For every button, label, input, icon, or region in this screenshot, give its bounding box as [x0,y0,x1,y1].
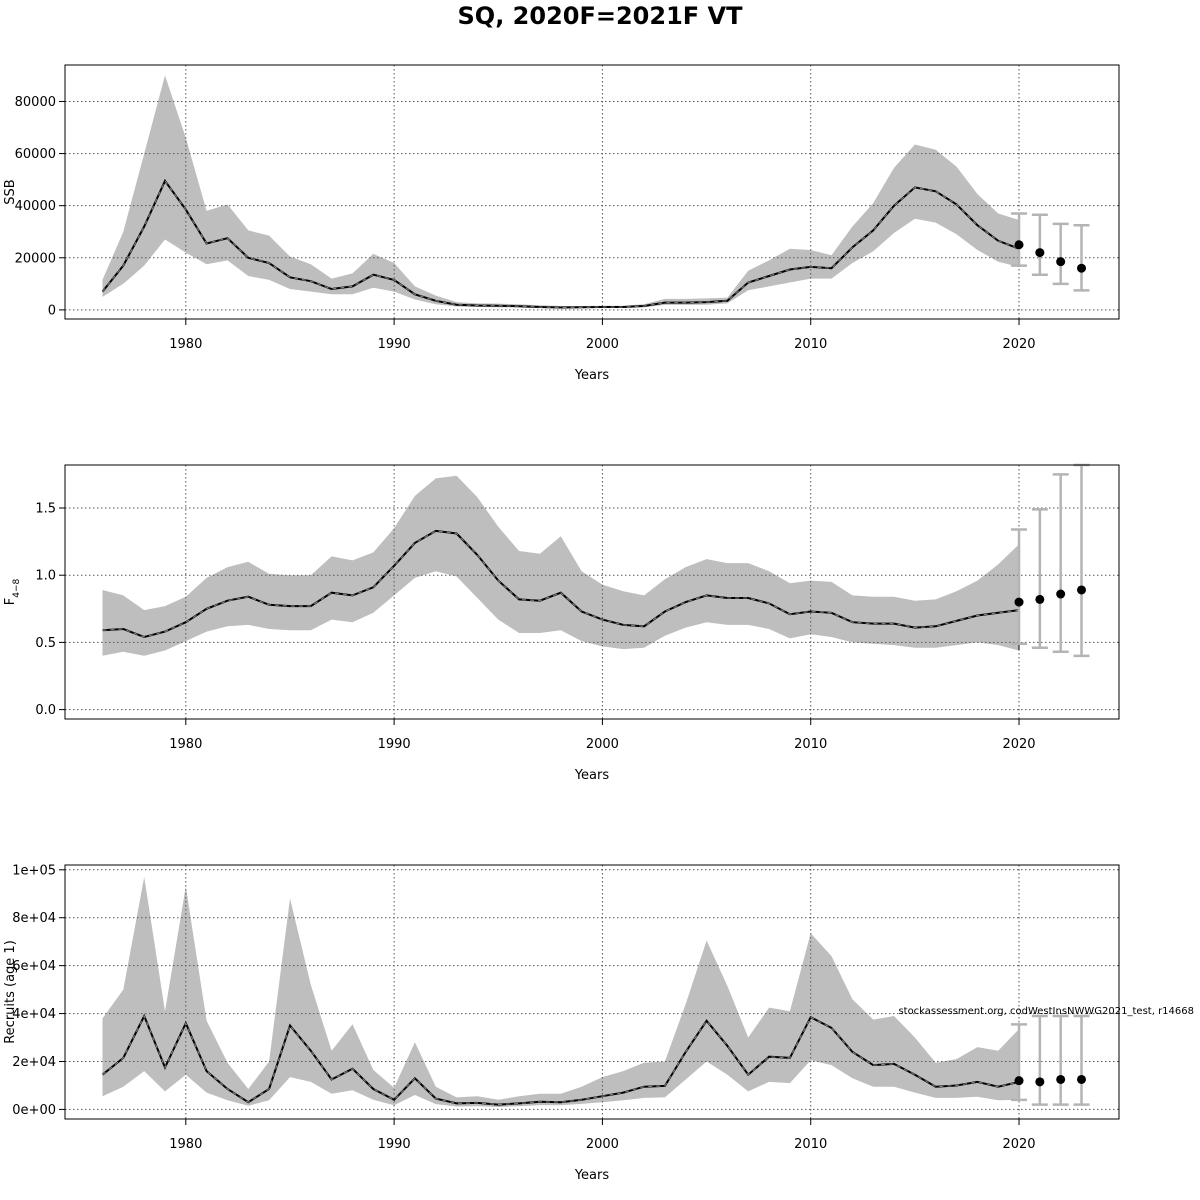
recruits-y-tick-label: 1e+05 [12,863,56,878]
ssb-forecast-point [1014,240,1024,250]
f-forecast-point [1035,594,1045,604]
ssb-forecast-point [1077,263,1087,273]
f-forecast-point [1056,589,1066,599]
recruits-forecast-point [1056,1074,1066,1084]
recruits-x-tick-label: 1980 [169,1137,202,1152]
recruits-x-tick-label: 2010 [794,1137,827,1152]
ssb-x-axis-label: Years [574,368,610,383]
f-y-axis-label-subscript: 4−8 [12,578,22,597]
ssb-y-tick-label: 40000 [15,199,56,214]
ssb-y-tick-label: 20000 [15,251,56,266]
figure-title: SQ, 2020F=2021F VT [458,2,744,30]
ssb-y-tick-label: 80000 [15,95,56,110]
recruits-confidence-band [102,877,1019,1107]
ssb-forecast-point [1056,257,1066,267]
recruits-forecast-point [1014,1076,1024,1086]
ssb-x-tick-label: 2000 [586,337,619,352]
ssb-y-tick-label: 0 [48,303,56,318]
ssb-panel: 1980 1990 2000 2010 2020 0 20000 40000 60000 8000… [3,64,1120,383]
f-x-axis-label: Years [574,768,610,783]
f-forecast-point [1077,585,1087,595]
f-x-tick-label: 1990 [378,737,411,752]
recruits-plot-frame [64,864,1120,1120]
recruits-x-tick-label: 2000 [586,1137,619,1152]
f-y-tick-label: 1.0 [35,569,56,584]
f-x-tick-label: 1980 [169,737,202,752]
recruits-estimate-line-dashed [102,1014,1020,1106]
ssb-x-tick-label: 2020 [1002,337,1035,352]
fishing-mortality-panel: 1980 1990 2000 2010 2020 0.0 0.5 1.0 1.5 Years F4−… [3,463,1120,783]
ssb-x-tick-label: 1980 [169,337,202,352]
ssb-plot-frame [64,64,1120,320]
f-x-tick-label: 2010 [794,737,827,752]
recruits-y-tick-label: 4e+04 [12,1007,56,1022]
f-estimate-line-dashed [102,530,1020,638]
f-x-tick-label: 2020 [1002,737,1035,752]
recruits-y-tick-label: 6e+04 [12,959,56,974]
recruits-y-tick-label: 0e+00 [12,1103,56,1118]
recruits-forecast-point [1077,1074,1087,1084]
recruits-y-tick-label: 2e+04 [12,1055,56,1070]
recruits-x-tick-label: 1990 [378,1137,411,1152]
ssb-y-axis-label: SSB [3,179,18,204]
f-y-axis-label: F4−8 [3,578,22,605]
ssb-x-tick-label: 2010 [794,337,827,352]
f-forecast-point [1014,597,1024,607]
ssb-forecast-point [1035,248,1045,258]
recruits-y-axis-label: Recruits (age 1) [3,940,18,1044]
recruits-y-tick-label: 8e+04 [12,911,56,926]
f-plot-frame [64,464,1120,720]
ssb-y-tick-label: 60000 [15,147,56,162]
ssb-x-tick-label: 1990 [378,337,411,352]
recruits-x-tick-label: 2020 [1002,1137,1035,1152]
f-y-tick-label: 1.5 [35,502,56,517]
recruits-x-axis-label: Years [574,1168,610,1183]
f-y-tick-label: 0.5 [35,636,56,651]
ssb-confidence-band [102,75,1019,309]
watermark: stockassessment.org, codWestInsNWWG2021_… [898,1006,1194,1017]
recruits-forecast-point [1035,1077,1045,1087]
ssb-estimate-line [101,178,1020,309]
f-y-tick-label: 0.0 [35,703,56,718]
recruits-panel: 1980 1990 2000 2010 2020 0e+00 2e+04 4e+04 6e+04… [3,863,1120,1183]
f-x-tick-label: 2000 [586,737,619,752]
f-confidence-band [102,475,1019,656]
